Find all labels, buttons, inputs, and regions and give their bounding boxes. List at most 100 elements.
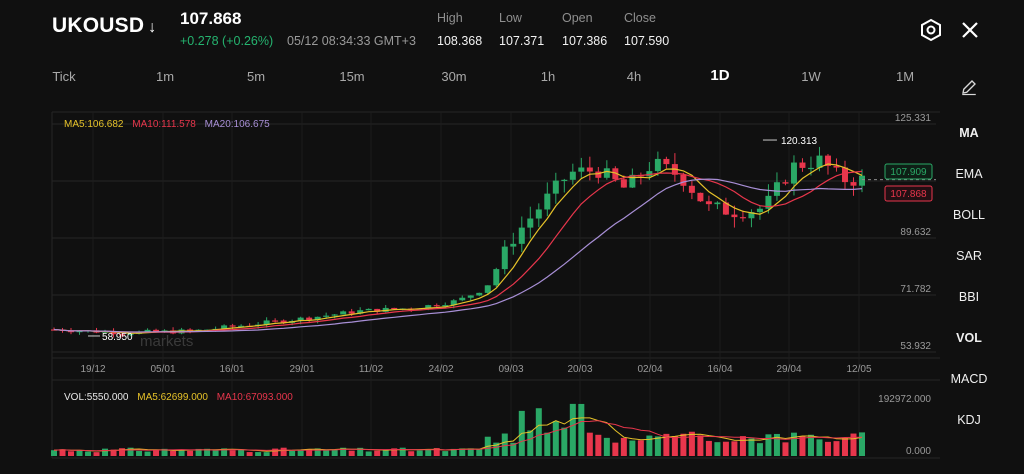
candle-body xyxy=(629,174,636,188)
timeframe-1w[interactable]: 1W xyxy=(801,69,821,84)
volume-bar xyxy=(170,450,177,456)
x-tick-label: 11/02 xyxy=(359,364,384,375)
timeframe-4h[interactable]: 4h xyxy=(626,69,642,84)
timeframe-15m[interactable]: 15m xyxy=(339,69,365,84)
candle-body xyxy=(697,192,704,202)
pen-icon[interactable] xyxy=(960,78,978,96)
volume-bar xyxy=(790,432,797,456)
timeframe-1h[interactable]: 1h xyxy=(540,69,556,84)
timeframe-tick[interactable]: Tick xyxy=(52,69,76,84)
x-tick-label: 29/04 xyxy=(776,364,801,375)
volume-bar xyxy=(433,448,440,456)
indicator-ema[interactable]: EMA xyxy=(955,167,983,181)
volume-bar xyxy=(859,432,865,456)
x-tick-label: 19/12 xyxy=(80,364,105,375)
volume-bar xyxy=(59,449,66,456)
volume-bar xyxy=(714,442,721,456)
candle-body xyxy=(280,320,287,323)
candle-body xyxy=(187,329,194,331)
volume-bar xyxy=(824,441,831,456)
candle-body xyxy=(688,185,695,193)
volume-bar xyxy=(629,440,636,456)
volume-bar xyxy=(807,434,814,456)
volume-bar xyxy=(119,448,126,456)
x-tick-label: 24/02 xyxy=(428,364,453,375)
indicator-sar[interactable]: SAR xyxy=(956,249,982,263)
y-tick-label: 89.632 xyxy=(900,227,931,238)
volume-bar xyxy=(850,433,857,456)
volume-bar xyxy=(144,451,151,456)
candle-body xyxy=(110,331,117,335)
volume-bar xyxy=(705,440,712,456)
volume-bar xyxy=(246,452,253,456)
indicator-bbi[interactable]: BBI xyxy=(958,290,980,304)
indicator-boll[interactable]: BOLL xyxy=(953,208,985,222)
volume-bar xyxy=(204,448,211,456)
candle-body xyxy=(535,209,542,219)
candle-body xyxy=(374,308,381,312)
y-tick-label: 71.782 xyxy=(900,284,931,295)
volume-bar xyxy=(578,403,585,456)
indicator-macd[interactable]: MACD xyxy=(950,372,988,386)
close-icon[interactable] xyxy=(958,18,982,42)
volume-bar xyxy=(178,449,185,456)
volume-bar xyxy=(467,448,474,456)
ma20-legend: MA20:106.675 xyxy=(204,119,270,130)
candle-body xyxy=(416,308,423,310)
timeframe-1d[interactable]: 1D xyxy=(710,67,730,84)
timeframe-1mo[interactable]: 1M xyxy=(895,69,915,84)
timeframe-1m[interactable]: 1m xyxy=(155,69,175,84)
volume-bar xyxy=(671,436,678,456)
candle-body xyxy=(433,305,440,307)
volume-bar xyxy=(314,448,321,456)
candle-body xyxy=(450,300,457,306)
x-tick-label: 20/03 xyxy=(567,364,592,375)
current-price-tag-box xyxy=(884,163,933,180)
x-tick-label: 16/04 xyxy=(707,364,732,375)
timeframe-30m[interactable]: 30m xyxy=(441,69,467,84)
x-tick-label: 05/01 xyxy=(150,364,175,375)
volume-bar xyxy=(110,449,117,456)
volume-bar xyxy=(816,439,823,456)
indicator-kdj[interactable]: KDJ xyxy=(957,413,981,427)
candle-body xyxy=(654,158,661,172)
candle-body xyxy=(850,182,857,186)
volume-bar xyxy=(654,436,661,456)
symbol-selector[interactable]: UKOUSD ↓ xyxy=(52,14,156,38)
volume-bar xyxy=(127,447,134,456)
candle-body xyxy=(476,292,483,296)
price-chart[interactable]: 125.331107.48189.63271.78253.93219/1205/… xyxy=(0,110,940,474)
volume-bar xyxy=(493,442,500,456)
candle-body xyxy=(790,162,797,184)
timeframe-5m[interactable]: 5m xyxy=(246,69,266,84)
volume-bar xyxy=(331,449,338,456)
close-value: 107.590 xyxy=(624,34,670,48)
indicator-vol[interactable]: VOL xyxy=(956,331,982,345)
low-label: Low xyxy=(499,11,522,25)
candle-body xyxy=(646,171,653,177)
volume-bar xyxy=(442,451,449,456)
x-tick-label: 29/01 xyxy=(289,364,314,375)
candle-body xyxy=(238,325,245,327)
candle-body xyxy=(221,325,228,329)
last-price-tag-box xyxy=(884,185,933,202)
volume-bar xyxy=(102,448,109,456)
candle-body xyxy=(603,168,610,178)
candle-body xyxy=(807,167,814,170)
volume-bar xyxy=(569,403,576,456)
indicator-ma[interactable]: MA xyxy=(959,126,979,140)
volume-bar xyxy=(552,421,559,456)
ma5-legend: MA5:106.682 xyxy=(64,119,124,130)
settings-icon[interactable] xyxy=(919,18,943,42)
candle-body xyxy=(680,174,687,186)
volume-bar xyxy=(161,448,168,456)
high-label: High xyxy=(437,11,463,25)
volume-bar xyxy=(612,442,619,456)
volume-bar xyxy=(323,449,330,456)
volume-bar xyxy=(272,448,279,456)
candle-body xyxy=(663,158,670,165)
candle-body xyxy=(722,202,729,215)
volume-bar xyxy=(51,450,57,456)
header: UKOUSD ↓ 107.868 +0.278 (+0.26%) 05/12 08… xyxy=(0,0,1024,58)
volume-bar xyxy=(85,451,92,456)
